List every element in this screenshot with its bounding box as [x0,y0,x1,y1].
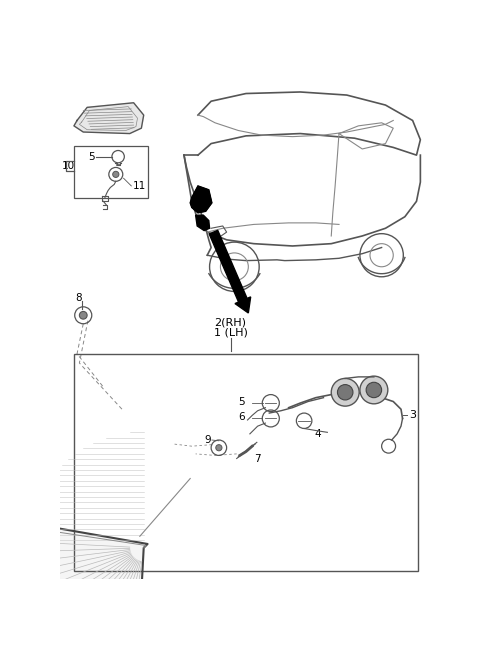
Text: 3: 3 [409,410,416,421]
Text: 6: 6 [238,412,244,422]
Text: 1 (LH): 1 (LH) [214,327,247,337]
Text: 9: 9 [204,435,211,445]
Circle shape [79,311,87,319]
Circle shape [216,445,222,450]
Text: 8: 8 [75,292,82,303]
Polygon shape [190,186,212,213]
Circle shape [331,378,359,406]
Circle shape [113,171,119,178]
Circle shape [360,376,388,404]
FancyArrow shape [209,230,251,313]
Circle shape [337,385,353,400]
Bar [74,353,418,571]
Polygon shape [196,215,210,230]
Text: 7: 7 [254,454,260,464]
Text: 5: 5 [238,396,244,406]
Text: 4: 4 [314,429,321,439]
Polygon shape [16,521,147,651]
Text: 2(RH): 2(RH) [215,318,247,328]
Polygon shape [74,103,144,133]
Text: 10: 10 [61,161,75,171]
Circle shape [366,382,382,398]
Text: 11: 11 [133,181,146,191]
Bar [74,146,147,199]
Text: 5: 5 [88,152,95,161]
